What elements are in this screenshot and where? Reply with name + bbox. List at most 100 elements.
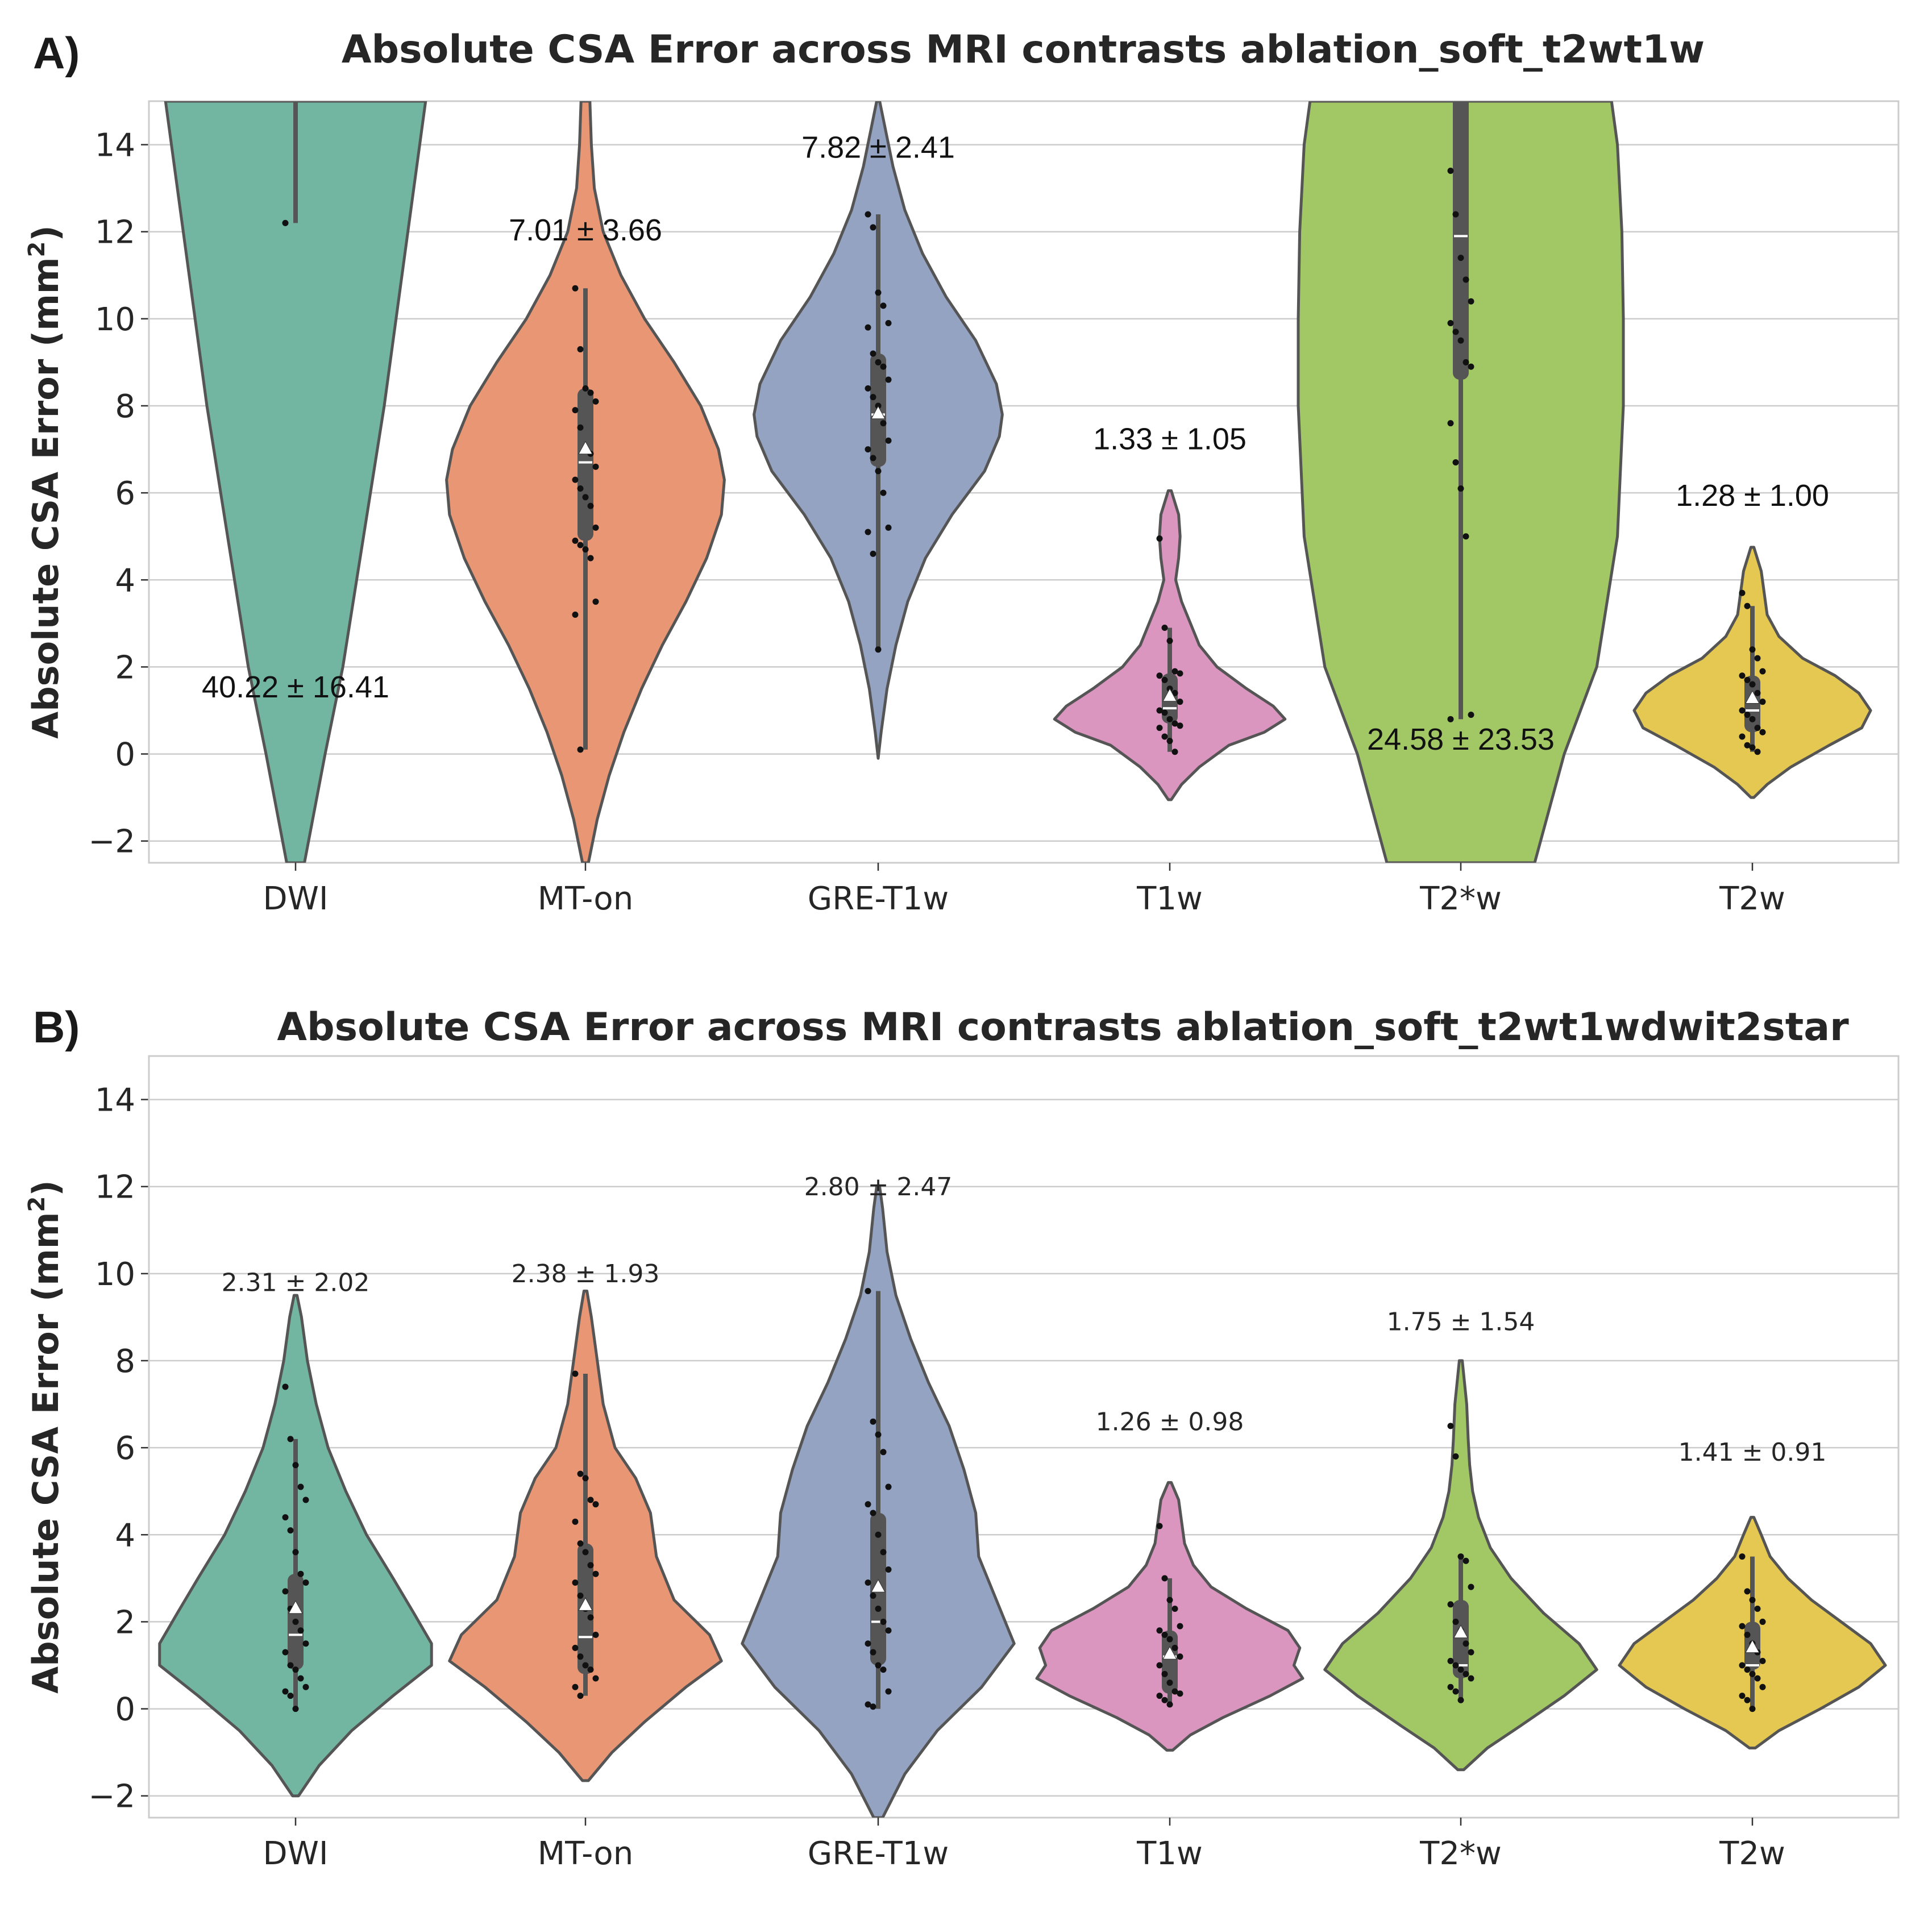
data-point bbox=[1452, 1453, 1459, 1460]
data-point bbox=[1759, 668, 1766, 675]
data-point bbox=[1161, 676, 1168, 683]
data-point bbox=[1759, 699, 1766, 705]
data-point bbox=[1452, 1688, 1459, 1695]
data-point bbox=[1468, 1675, 1474, 1682]
data-point bbox=[1156, 1662, 1163, 1669]
data-point bbox=[1447, 1683, 1454, 1690]
data-point bbox=[885, 376, 892, 383]
panel-b: B) Absolute CSA Error across MRI contras… bbox=[0, 955, 1932, 1908]
data-point bbox=[1161, 1575, 1168, 1582]
data-point bbox=[577, 1540, 584, 1547]
data-point bbox=[302, 1579, 309, 1586]
data-point bbox=[572, 1644, 579, 1651]
plot-area bbox=[164, 101, 1872, 863]
data-point bbox=[1177, 722, 1183, 729]
y-tick-label: 12 bbox=[95, 214, 135, 251]
data-point bbox=[1447, 168, 1454, 174]
data-point bbox=[1457, 1697, 1464, 1703]
data-point bbox=[1744, 742, 1751, 749]
data-point bbox=[1452, 211, 1459, 218]
data-point bbox=[865, 385, 871, 392]
data-point bbox=[1156, 1627, 1163, 1634]
data-point bbox=[572, 407, 579, 414]
data-point bbox=[1754, 655, 1761, 662]
x-tick-label: MT-on bbox=[538, 1835, 633, 1872]
data-point bbox=[302, 1640, 309, 1647]
data-point bbox=[582, 546, 589, 553]
data-point bbox=[1161, 733, 1168, 740]
violin-plot-b: −2 0 2 4 6 8 10 12 14 Absolute CSA Error (mm2) DWI… bbox=[24, 1055, 1900, 1872]
data-point bbox=[1156, 1523, 1163, 1529]
data-point bbox=[582, 385, 589, 392]
data-point bbox=[292, 1618, 299, 1625]
data-point bbox=[1468, 1649, 1474, 1656]
data-point bbox=[870, 1649, 876, 1656]
data-point bbox=[577, 1470, 584, 1477]
y-tick-label: 8 bbox=[115, 388, 135, 425]
data-point bbox=[875, 646, 882, 653]
data-point bbox=[885, 320, 892, 327]
data-point bbox=[577, 485, 584, 492]
data-point bbox=[1166, 1597, 1173, 1603]
data-point bbox=[885, 1483, 892, 1490]
plot-frame bbox=[148, 1055, 1900, 1819]
data-point bbox=[1171, 689, 1178, 696]
data-point bbox=[1161, 625, 1168, 631]
data-point bbox=[1166, 1636, 1173, 1643]
data-point bbox=[1452, 329, 1459, 335]
data-point bbox=[870, 1418, 876, 1425]
data-point bbox=[1166, 637, 1173, 644]
data-point bbox=[592, 1570, 599, 1577]
data-point bbox=[572, 1518, 579, 1525]
data-point bbox=[885, 1566, 892, 1573]
data-point bbox=[592, 1501, 599, 1508]
data-point bbox=[297, 1570, 304, 1577]
data-point bbox=[572, 476, 579, 483]
data-point bbox=[1171, 749, 1178, 755]
data-point bbox=[1744, 1697, 1751, 1703]
data-point bbox=[1156, 725, 1163, 731]
mean-std-annotation: 2.80 ± 2.47 bbox=[804, 1173, 953, 1202]
data-point bbox=[880, 363, 887, 370]
data-point bbox=[1447, 320, 1454, 327]
data-point bbox=[577, 346, 584, 352]
x-tick-label: DWI bbox=[263, 880, 328, 917]
data-point bbox=[582, 1475, 589, 1482]
data-point bbox=[880, 1666, 887, 1673]
mean-std-annotation: 1.33 ± 1.05 bbox=[1093, 422, 1247, 456]
data-point bbox=[865, 529, 871, 535]
mean-marker-T2*w bbox=[1453, 1624, 1468, 1639]
data-point bbox=[885, 437, 892, 444]
data-point bbox=[1457, 1553, 1464, 1560]
data-point bbox=[1749, 646, 1756, 653]
data-point bbox=[1447, 420, 1454, 427]
x-tick-label: T2*w bbox=[1419, 880, 1502, 917]
data-point bbox=[282, 1688, 289, 1695]
data-point bbox=[870, 394, 876, 401]
y-tick-label: 4 bbox=[115, 562, 135, 599]
mean-std-annotation: 7.82 ± 2.41 bbox=[801, 131, 955, 165]
data-point bbox=[1759, 1657, 1766, 1664]
y-tick-label: 2 bbox=[115, 1604, 135, 1641]
data-point bbox=[1739, 589, 1746, 596]
mean-marker-T1w bbox=[1162, 688, 1177, 702]
x-tick-label: T1w bbox=[1136, 880, 1203, 917]
data-point bbox=[880, 1549, 887, 1556]
data-point bbox=[865, 1287, 871, 1294]
data-point bbox=[1739, 1662, 1746, 1669]
data-point bbox=[865, 324, 871, 331]
data-point bbox=[1754, 1605, 1761, 1612]
data-point bbox=[870, 1703, 876, 1710]
data-point bbox=[1457, 485, 1464, 492]
data-point bbox=[287, 1436, 294, 1443]
data-point bbox=[1754, 689, 1761, 696]
data-point bbox=[1739, 707, 1746, 714]
data-point bbox=[1177, 699, 1183, 705]
iqr-box-MT-on bbox=[577, 388, 593, 541]
panel-label: B) bbox=[33, 1002, 80, 1052]
data-point bbox=[865, 1579, 871, 1586]
data-point bbox=[292, 1549, 299, 1556]
data-point bbox=[572, 1579, 579, 1586]
data-point bbox=[1177, 670, 1183, 677]
data-point bbox=[1457, 1666, 1464, 1673]
